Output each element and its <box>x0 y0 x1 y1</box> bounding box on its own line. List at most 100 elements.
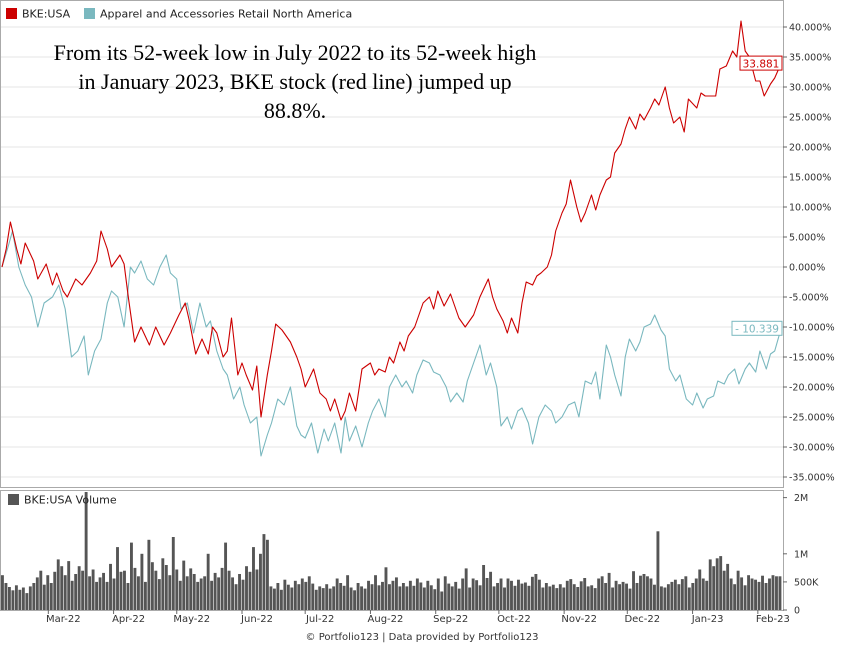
volume-bar <box>63 575 67 610</box>
volume-tick-label: 500K <box>794 577 819 588</box>
series-line-sector <box>1 230 782 457</box>
y-tick-label: -10.000% <box>789 323 835 334</box>
volume-bar <box>583 578 587 610</box>
volume-bar <box>77 566 81 610</box>
volume-bar <box>663 587 667 610</box>
legend-label-volume: BKE:USA Volume <box>24 494 117 507</box>
volume-bar <box>544 583 548 610</box>
y-tick-label: -15.000% <box>789 353 835 364</box>
y-tick-label: -20.000% <box>789 383 835 394</box>
last-value-box-sector <box>731 320 783 336</box>
volume-bar <box>422 587 426 610</box>
volume-bar <box>290 587 294 610</box>
x-tick-label: Jul-22 <box>305 614 334 625</box>
volume-y-axis: 2M 1M 500K 0 <box>783 493 819 617</box>
volume-bar <box>635 583 639 610</box>
y-tick-label: 5.000% <box>789 233 825 244</box>
volume-bar <box>419 582 423 610</box>
annotation-line: From its 52-week low in July 2022 to its… <box>53 40 537 65</box>
volume-bar <box>46 575 50 610</box>
volume-bar <box>443 576 447 610</box>
date-x-axis: Mar-22 Apr-22 May-22 Jun-22 Jul-22 Aug-22 Sep-… <box>46 610 790 625</box>
volume-bar <box>259 553 262 610</box>
volume-bar <box>88 576 92 610</box>
volume-bar <box>374 575 377 610</box>
price-panel <box>0 0 784 488</box>
x-tick-label: Feb-23 <box>756 614 790 625</box>
series-line-bke <box>1 20 782 421</box>
volume-bar <box>35 577 39 610</box>
volume-bar <box>433 589 437 610</box>
volume-bar <box>478 585 482 610</box>
volume-bar <box>499 578 503 610</box>
volume-bar <box>339 583 343 610</box>
volume-bar <box>586 586 590 610</box>
volume-tick-label: 0 <box>794 606 800 617</box>
volume-bar <box>7 587 11 610</box>
volume-bar <box>719 556 723 610</box>
volume-bar <box>677 584 681 610</box>
volume-bar <box>440 591 444 610</box>
volume-bar <box>729 578 733 610</box>
volume-bar <box>565 580 569 610</box>
volume-bar <box>185 576 189 610</box>
volume-bar <box>39 570 43 610</box>
volume-bar <box>234 584 238 610</box>
volume-bar <box>398 586 402 610</box>
volume-bar <box>461 578 465 610</box>
legend-swatch-volume <box>8 494 19 505</box>
volume-bar <box>255 569 259 610</box>
volume-bar <box>489 571 493 610</box>
volume-bar <box>457 588 461 610</box>
last-value-label-bke: 33.881 <box>743 58 780 70</box>
volume-bar <box>304 581 308 610</box>
volume-bar <box>628 588 632 610</box>
volume-bar <box>555 588 559 610</box>
volume-bar <box>541 587 545 610</box>
volume-bar <box>625 583 628 610</box>
volume-bar <box>698 569 702 610</box>
volume-bar <box>335 578 339 610</box>
annotation-line: 88.8%. <box>263 98 327 123</box>
volume-bar <box>119 571 123 610</box>
volume-bar <box>381 581 384 610</box>
volume-bar <box>597 578 601 610</box>
volume-bar <box>105 581 109 610</box>
volume-bar <box>576 587 580 610</box>
volume-bar <box>503 587 506 610</box>
volume-bar <box>28 586 32 610</box>
volume-bar <box>708 559 712 610</box>
volume-bar <box>673 579 677 610</box>
volume-bar <box>370 584 374 610</box>
volume-bar <box>238 574 241 610</box>
volume-bar <box>150 562 154 610</box>
volume-bar <box>286 584 290 610</box>
volume-bar <box>384 567 388 610</box>
volume-bar <box>405 586 409 610</box>
volume-bar <box>496 583 499 610</box>
volume-bar <box>740 577 744 610</box>
y-tick-label: 35.000% <box>789 53 831 64</box>
volume-bar <box>248 571 252 610</box>
volume-bar <box>614 580 618 610</box>
volume-bar <box>666 584 670 610</box>
volume-bar <box>621 581 625 610</box>
volume-bar <box>701 578 705 610</box>
volume-tick-label: 2M <box>794 493 808 504</box>
price-legend: BKE:USA Apparel and Accessories Retail N… <box>6 8 352 21</box>
volume-bar <box>210 580 214 610</box>
volume-panel-border <box>0 490 784 611</box>
volume-bar <box>764 583 768 610</box>
volume-bar <box>196 581 200 610</box>
volume-bar <box>475 580 479 610</box>
volume-bar <box>217 577 221 610</box>
volume-bar <box>220 567 224 610</box>
volume-bar <box>70 580 74 610</box>
volume-bar <box>408 580 412 610</box>
volume-bar <box>140 553 144 610</box>
volume-bar <box>136 576 140 610</box>
volume-tick-label: 1M <box>794 549 808 560</box>
volume-bar <box>74 574 78 610</box>
y-tick-label: 10.000% <box>789 203 831 214</box>
volume-bar <box>297 584 301 610</box>
